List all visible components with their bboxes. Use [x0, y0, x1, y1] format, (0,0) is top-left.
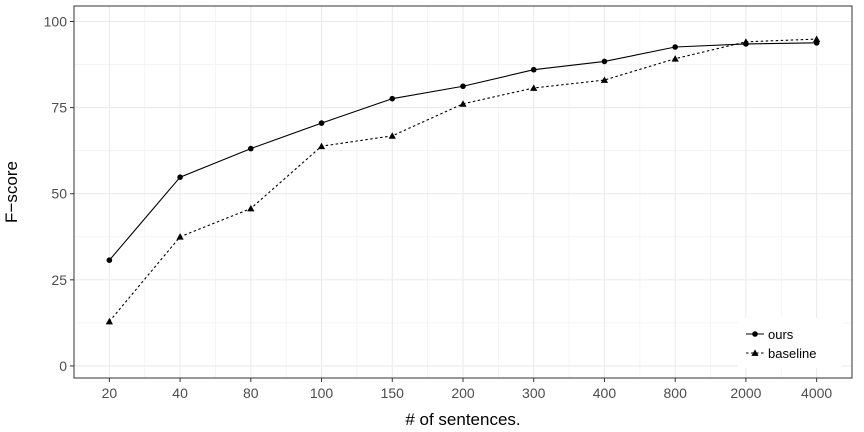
x-tick-label: 20	[102, 385, 118, 401]
data-point-baseline	[459, 100, 467, 107]
y-axis-title: F−score	[2, 161, 21, 223]
data-point-ours	[177, 174, 183, 180]
data-point-ours	[460, 83, 466, 90]
data-point-ours	[530, 66, 537, 73]
x-tick-label: 4000	[801, 385, 832, 401]
x-tick-label: 200	[451, 385, 475, 401]
x-axis-title: # of sentences.	[405, 410, 520, 429]
y-tick-label: 0	[59, 358, 67, 374]
data-point-baseline	[742, 38, 750, 45]
data-point-baseline	[176, 233, 184, 240]
data-point-ours	[601, 58, 608, 65]
data-point-ours	[672, 44, 678, 50]
data-point-baseline	[317, 142, 326, 150]
grid-lines	[74, 6, 852, 378]
x-tick-label: 300	[522, 385, 546, 401]
data-point-ours	[318, 120, 325, 126]
data-point-baseline	[600, 76, 609, 83]
x-tick-label: 150	[381, 385, 405, 401]
axes-layer: 0 25 50 75 100 20 40 80 100 150 200 300 400 800 2000 40…	[44, 14, 833, 402]
data-point-ours	[106, 257, 113, 264]
x-tick-label: 800	[664, 385, 688, 401]
data-point-ours	[248, 145, 254, 152]
y-tick-label: 25	[51, 272, 67, 288]
series-line-baseline	[108, 38, 817, 322]
legend-box	[738, 318, 842, 368]
data-point-baseline	[105, 317, 113, 325]
legend-label-ours: ours	[768, 327, 794, 342]
series-layer	[105, 35, 821, 325]
x-tick-label: 2000	[730, 385, 761, 401]
data-point-baseline	[247, 204, 255, 212]
data-point-baseline	[813, 35, 821, 42]
data-point-ours	[389, 95, 396, 102]
data-point-baseline	[530, 84, 538, 91]
x-tick-label: 80	[243, 385, 259, 401]
y-tick-label: 100	[44, 14, 68, 30]
x-tick-label: 400	[593, 385, 617, 401]
legend: ours baseline	[738, 318, 842, 368]
x-tick-label: 40	[172, 385, 188, 401]
y-tick-label: 50	[51, 186, 67, 202]
x-tick-label: 100	[310, 385, 334, 401]
y-tick-label: 75	[51, 100, 67, 116]
data-point-baseline	[671, 55, 679, 62]
legend-key-marker-ours	[752, 331, 758, 337]
legend-label-baseline: baseline	[768, 346, 816, 361]
data-point-baseline	[388, 132, 396, 139]
legend-key-marker-baseline	[751, 349, 759, 356]
